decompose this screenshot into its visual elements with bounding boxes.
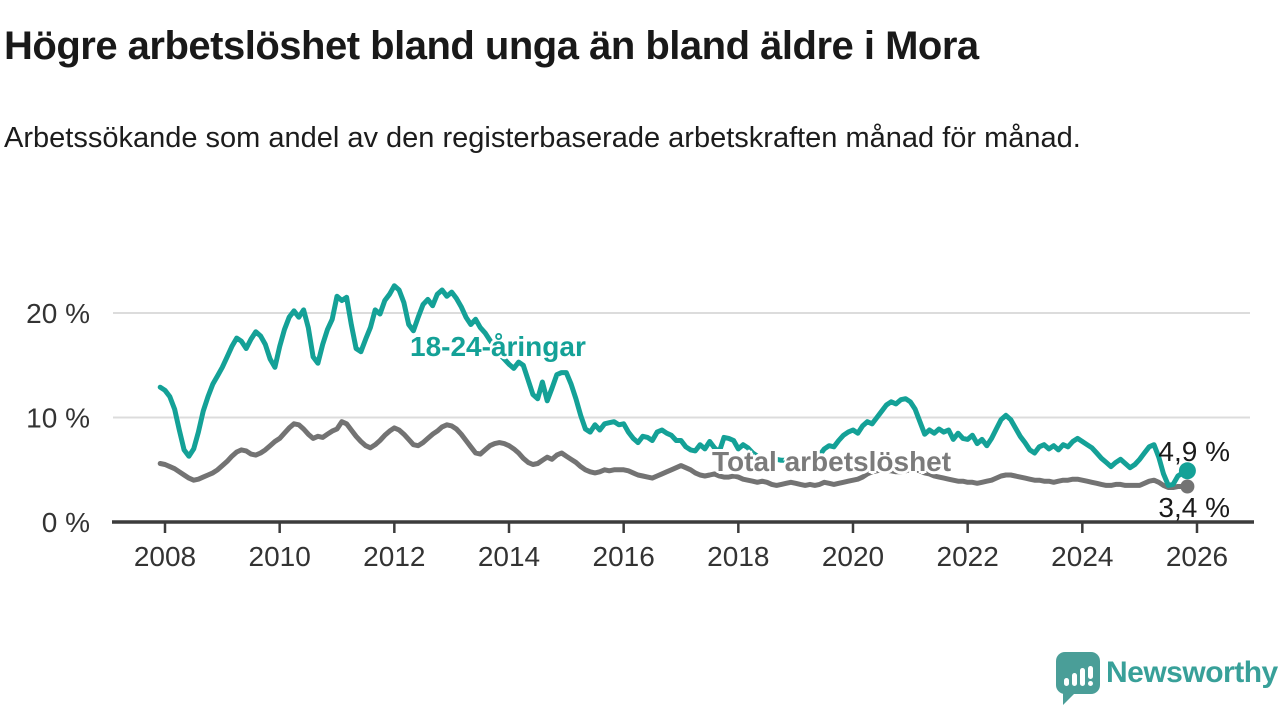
end-dot-18-24-åringar	[1178, 462, 1196, 480]
logo-bar-tall	[1079, 668, 1085, 686]
logo-exclamation	[1087, 666, 1093, 686]
y-tick-label: 20 %	[26, 298, 90, 329]
logo-bar-small	[1063, 678, 1069, 686]
newsworthy-logo-text: Newsworthy	[1106, 656, 1278, 689]
x-tick-label: 2022	[937, 541, 999, 572]
y-tick-label: 10 %	[26, 403, 90, 434]
end-value-total: 3,4 %	[1158, 492, 1230, 523]
page-title: Högre arbetslöshet bland unga än bland ä…	[4, 24, 979, 68]
x-tick-label: 2018	[707, 541, 769, 572]
series-label-youth: 18-24-åringar	[410, 331, 586, 362]
x-tick-label: 2024	[1051, 541, 1113, 572]
x-tick-label: 2020	[822, 541, 884, 572]
unemployment-line-chart: 0 % 10 % 20 % 2008 2010 2012 2014 2016 2018 2020 2…	[26, 283, 1254, 572]
x-tick-label: 2010	[249, 541, 311, 572]
end-value-youth: 4,9 %	[1158, 436, 1230, 467]
chart-area: 0 % 10 % 20 % 2008 2010 2012 2014 2016 2018 2020 2…	[0, 240, 1280, 585]
x-tick-label: 2026	[1166, 541, 1228, 572]
page-subtitle: Arbetssökande som andel av den registerb…	[4, 122, 1081, 154]
series-label-total: Total arbetslöshet	[712, 446, 952, 477]
y-tick-label: 0 %	[42, 507, 90, 538]
x-tick-label: 2016	[593, 541, 655, 572]
logo-bar-medium	[1071, 673, 1077, 686]
newsworthy-logo-icon	[1056, 652, 1100, 705]
x-tick-label: 2014	[478, 541, 540, 572]
x-tick-label: 2008	[134, 541, 196, 572]
series-line-Total arbetslöshet	[157, 419, 1190, 490]
x-tick-label: 2012	[363, 541, 425, 572]
logo-speech-tail	[1063, 692, 1076, 705]
end-dot-Total arbetslöshet	[1180, 479, 1195, 494]
series-line-18-24-åringar	[157, 283, 1190, 488]
